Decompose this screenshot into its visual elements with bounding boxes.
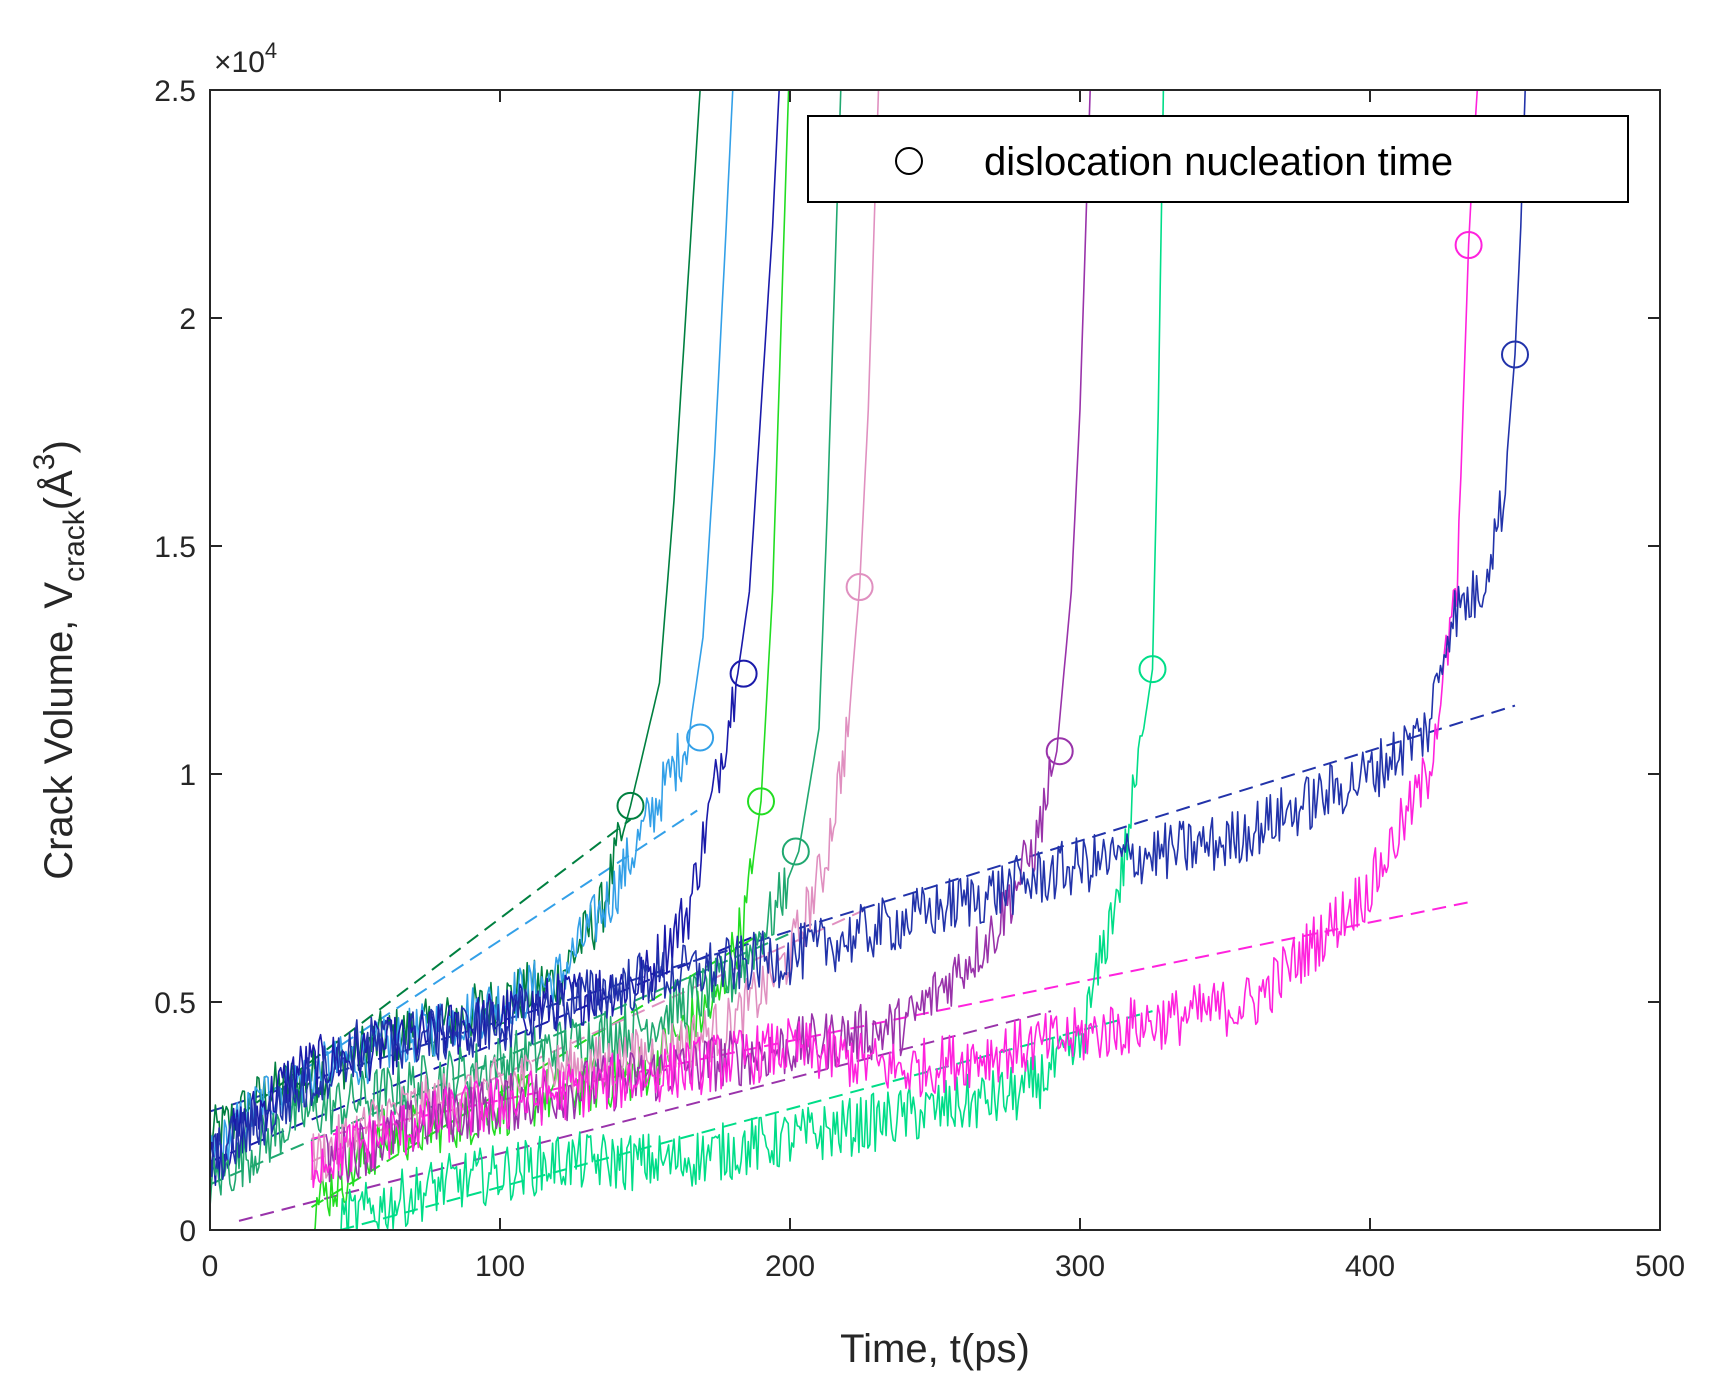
series-line xyxy=(325,90,1091,1183)
series-line xyxy=(210,90,842,1208)
x-tick-label: 200 xyxy=(765,1250,815,1283)
x-axis: 0 100 200 300 400 500 xyxy=(202,90,1685,1283)
series-line xyxy=(210,90,734,1172)
nucleation-marker xyxy=(747,787,775,816)
x-tick-label: 400 xyxy=(1345,1250,1395,1283)
plot-area xyxy=(210,90,1660,1230)
fit-line xyxy=(238,1010,1052,1222)
x-axis-label: Time, t(ps) xyxy=(840,1327,1030,1371)
fit-line xyxy=(340,1010,1153,1230)
x-tick-label: 500 xyxy=(1635,1250,1685,1283)
x-tick-label: 0 xyxy=(202,1250,219,1283)
nucleation-marker xyxy=(616,791,645,820)
y-tick-label: 1 xyxy=(179,759,196,792)
fit-line xyxy=(238,818,632,1117)
nucleation-marker xyxy=(1454,231,1483,260)
y-tick-label: 0 xyxy=(179,1215,196,1248)
series-line xyxy=(310,90,880,1182)
nucleation-markers xyxy=(616,231,1529,866)
legend-marker-circle xyxy=(895,147,923,175)
nucleation-marker xyxy=(845,573,874,602)
nucleation-marker xyxy=(1501,340,1529,369)
x-tick-label: 300 xyxy=(1055,1250,1105,1283)
nucleation-marker xyxy=(1045,737,1074,766)
y-multiplier: ×104 xyxy=(214,38,277,79)
nucleation-marker xyxy=(686,723,715,752)
y-tick-label: 2.5 xyxy=(154,75,196,108)
plot-frame xyxy=(209,89,1661,1231)
y-axis-label: Crack Volume, Vcrack(Å3) xyxy=(28,440,91,880)
fit-line xyxy=(210,932,762,1163)
legend-label: dislocation nucleation time xyxy=(984,140,1453,184)
series-line xyxy=(310,90,1479,1189)
y-tick-label: 2 xyxy=(179,303,196,336)
series-line xyxy=(210,90,780,1186)
y-tick-label: 1.5 xyxy=(154,531,196,564)
legend-box xyxy=(807,115,1629,203)
nucleation-marker xyxy=(781,837,810,866)
y-tick-label: 0.5 xyxy=(154,987,196,1020)
nucleation-marker xyxy=(729,659,758,688)
y-axis: 0 0.5 1 1.5 2 2.5 xyxy=(154,75,1660,1248)
nucleation-marker xyxy=(1138,655,1167,684)
x-tick-label: 100 xyxy=(475,1250,525,1283)
series-line xyxy=(210,90,1526,1180)
series-lines xyxy=(210,90,1526,1230)
fit-line xyxy=(210,932,791,1186)
legend: dislocation nucleation time xyxy=(807,115,1629,203)
